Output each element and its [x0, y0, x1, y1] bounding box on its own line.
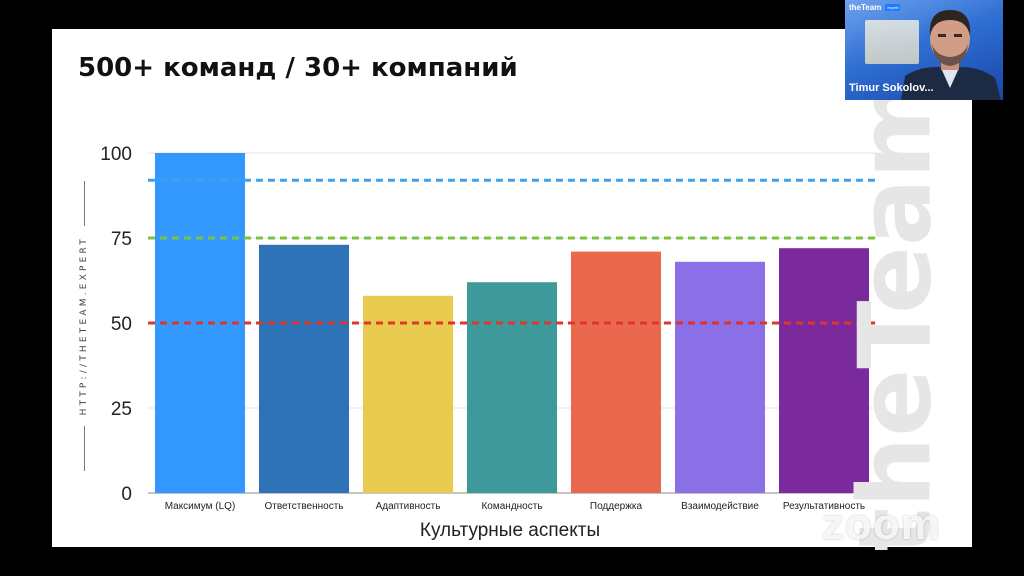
x-tick-label: Ответственность: [265, 501, 344, 512]
y-tick-label: 75: [111, 229, 132, 250]
watermark-text: theTeam: [838, 80, 953, 550]
y-tick-label: 0: [121, 484, 132, 505]
bar: [259, 244, 349, 493]
x-tick-label: Адаптивность: [376, 501, 441, 512]
x-tick-label: Поддержка: [590, 501, 643, 512]
brand-text: theTeam: [849, 3, 882, 12]
x-tick-label: Командность: [481, 501, 542, 512]
participant-name: Timur Sokolov...: [849, 82, 934, 94]
y-tick-label: 100: [100, 144, 132, 165]
theteam-watermark: theTeam: [838, 80, 953, 550]
zoom-watermark: zoom: [822, 500, 941, 549]
side-divider-bottom: [83, 425, 85, 471]
background-window: [865, 20, 919, 64]
x-tick-label: Взаимодействие: [681, 501, 759, 512]
bar: [675, 261, 765, 493]
y-tick-label: 25: [111, 399, 132, 420]
participant-avatar: [901, 10, 1001, 100]
theteam-logo: theTeam expert: [849, 3, 901, 12]
bar: [363, 295, 453, 493]
participant-video-tile[interactable]: theTeam expert Timur Sokolov...: [845, 0, 1003, 100]
brand-badge: expert: [885, 4, 901, 11]
bar: [571, 251, 661, 493]
bar: [467, 282, 557, 493]
slide-title: 500+ команд / 30+ компаний: [78, 53, 518, 83]
side-divider-top: [83, 181, 85, 227]
y-tick-label: 50: [111, 314, 132, 335]
x-tick-label: Максимум (LQ): [165, 501, 236, 512]
x-axis-title: Культурные аспекты: [420, 520, 600, 541]
x-tick-label: Результативность: [783, 501, 865, 512]
bar: [779, 248, 869, 493]
side-url-label: HTTP://THETEAM.EXPERT: [74, 181, 94, 471]
